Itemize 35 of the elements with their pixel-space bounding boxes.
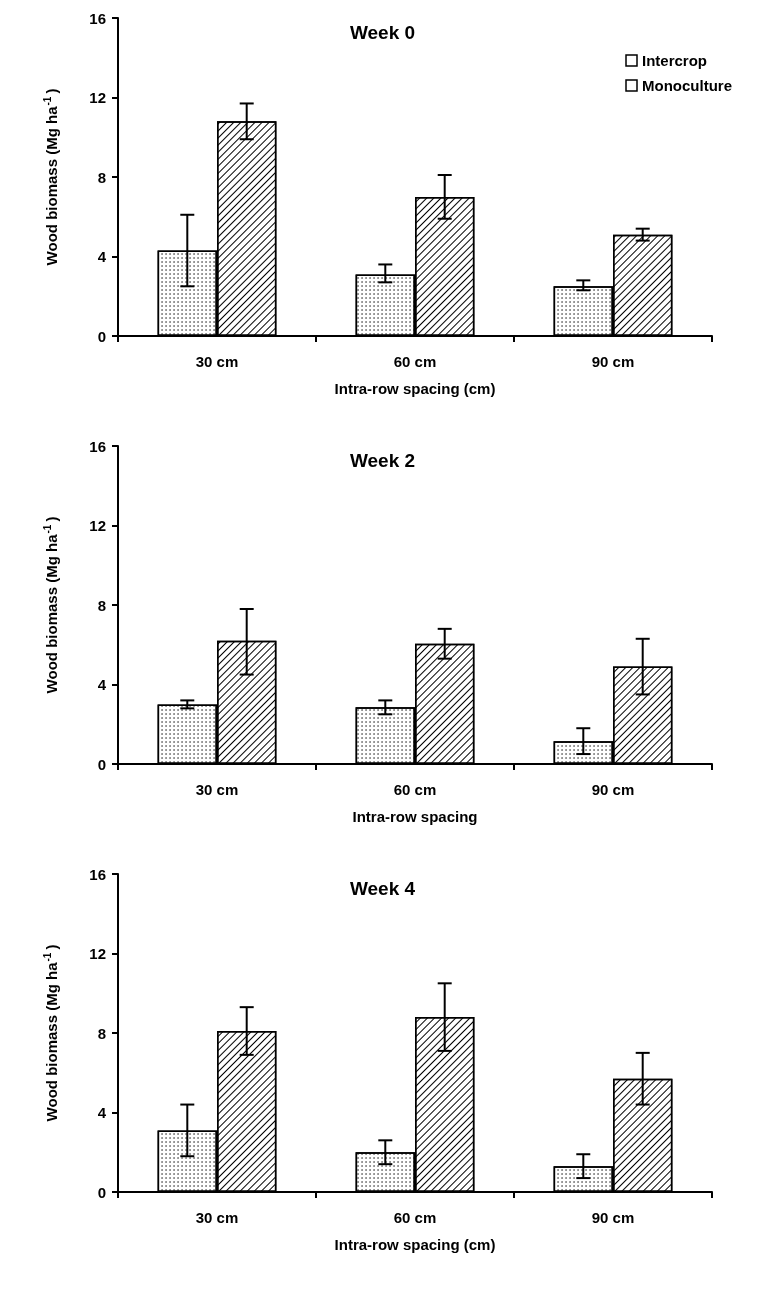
y-tick-label: 4 <box>97 248 107 265</box>
y-tick-label: 0 <box>97 327 106 345</box>
x-tick-label: 30 cm <box>195 353 239 370</box>
x-axis-title: Intra-row spacing (cm) <box>334 380 496 397</box>
y-tick-label: 0 <box>97 755 106 773</box>
legend-label: Monoculture <box>642 77 733 94</box>
x-tick-label: 90 cm <box>591 353 635 370</box>
x-axis-title: Intra-row spacing <box>352 808 478 825</box>
y-tick-label: 0 <box>97 1183 106 1201</box>
x-tick-label: 60 cm <box>393 1209 437 1226</box>
y-tick-label: 16 <box>89 437 106 455</box>
y-axis-title: Wood biomass (Mg ha-1) <box>41 516 60 694</box>
x-tick-label: 60 cm <box>393 781 437 798</box>
y-tick-label: 16 <box>89 9 106 27</box>
y-tick-label: 8 <box>97 168 106 186</box>
x-axis-title: Intra-row spacing (cm) <box>334 1236 496 1253</box>
y-axis-title: Wood biomass (Mg ha-1) <box>41 88 60 266</box>
y-tick-label: 8 <box>97 1024 106 1042</box>
x-tick-label: 30 cm <box>195 1209 239 1226</box>
y-tick-label: 12 <box>89 517 106 534</box>
y-tick-label: 8 <box>97 596 106 614</box>
y-tick-label: 4 <box>97 676 107 693</box>
x-tick-label: 90 cm <box>591 781 635 798</box>
chart-title: Week 4 <box>349 878 416 899</box>
x-tick-label: 90 cm <box>591 1209 635 1226</box>
y-tick-label: 16 <box>89 865 106 883</box>
x-tick-label: 30 cm <box>195 781 239 798</box>
y-tick-label: 12 <box>89 89 106 106</box>
x-tick-label: 60 cm <box>393 353 437 370</box>
chart-title: Week 0 <box>349 22 416 43</box>
y-tick-label: 12 <box>89 945 106 962</box>
y-axis-title: Wood biomass (Mg ha-1) <box>41 944 60 1122</box>
legend-label: Intercrop <box>642 52 708 69</box>
chart-title: Week 2 <box>349 450 416 471</box>
y-tick-label: 4 <box>97 1104 107 1121</box>
